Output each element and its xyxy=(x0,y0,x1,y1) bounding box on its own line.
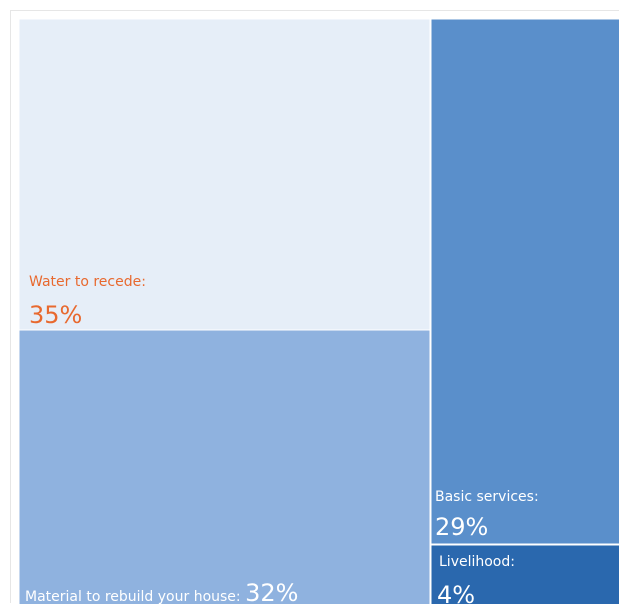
treemap-label: Material to rebuild your house: 32% xyxy=(25,579,298,604)
treemap-tile-water-to-recede: Water to recede: 35% xyxy=(18,18,431,331)
treemap-rect xyxy=(18,18,431,331)
treemap-tile-livelihood: Livelihood: 4% xyxy=(430,544,619,604)
treemap-tile-material-to-rebuild-your-house: Material to rebuild your house: 32% xyxy=(18,329,431,604)
treemap-value: 32% xyxy=(245,579,298,604)
treemap-rect xyxy=(430,18,619,545)
chart-frame: Water to recede: 35% Material to rebuild y… xyxy=(10,10,619,604)
treemap-value: 4% xyxy=(437,581,475,604)
treemap-rect xyxy=(430,544,619,604)
treemap-rect xyxy=(18,329,431,604)
treemap-label: Water to recede: xyxy=(29,274,146,290)
treemap-label: Basic services: xyxy=(435,489,539,505)
treemap-tile-basic-services: Basic services: 29% xyxy=(430,18,619,545)
treemap-value: 29% xyxy=(435,513,488,541)
treemap-chart: Water to recede: 35% Material to rebuild y… xyxy=(18,18,619,604)
treemap-value: 35% xyxy=(29,301,82,329)
treemap-label: Livelihood: xyxy=(439,554,515,570)
